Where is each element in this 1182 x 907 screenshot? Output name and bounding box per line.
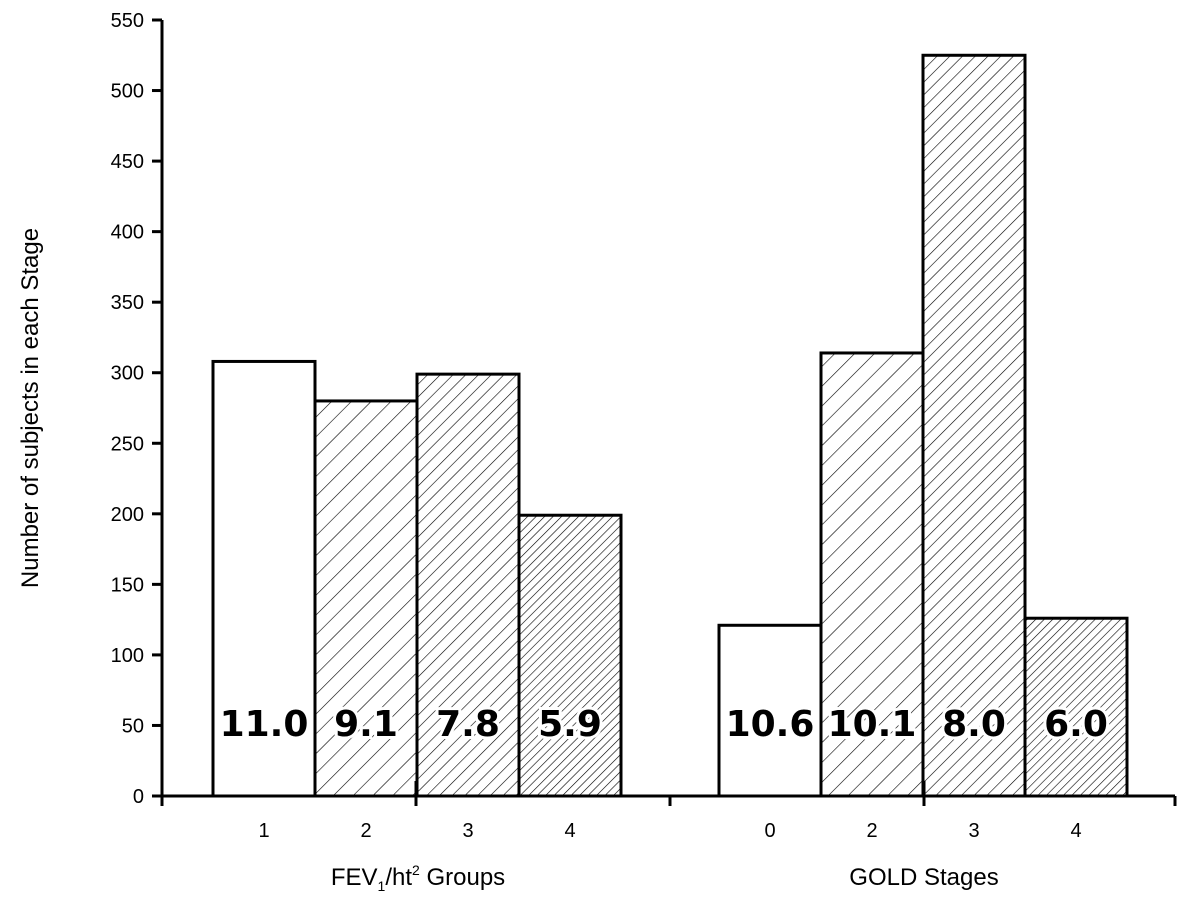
bar-gold-3	[921, 53, 1027, 798]
y-tick-label: 350	[111, 292, 144, 314]
y-tick-label: 400	[111, 222, 144, 244]
bar-value-label: 10.6	[726, 704, 815, 745]
y-tick-label: 200	[111, 504, 144, 526]
bar-gold-4	[1023, 616, 1129, 798]
y-tick-label: 250	[111, 433, 144, 455]
x-tick-label: 4	[1070, 820, 1081, 842]
y-tick-label: 150	[111, 574, 144, 596]
x-tick-label: 4	[564, 820, 575, 842]
y-tick-label: 50	[122, 715, 144, 737]
bar-fev-1	[211, 359, 317, 798]
y-axis-title: Number of subjects in each Stage	[17, 228, 44, 588]
bars-layer	[211, 53, 1129, 798]
bar-value-label: 11.0	[220, 704, 309, 745]
bar-fev-4	[517, 513, 623, 798]
bar-fev-2	[313, 399, 419, 798]
x-tick-label: 3	[968, 820, 979, 842]
y-tick-label: 550	[111, 10, 144, 32]
bar-fev-3	[415, 372, 521, 798]
y-tick-label: 450	[111, 151, 144, 173]
y-tick-label: 300	[111, 363, 144, 385]
bar-value-label: 7.8	[436, 704, 500, 745]
x-tick-label: 1	[258, 820, 269, 842]
x-tick-label: 2	[866, 820, 877, 842]
bar-value-label: 6.0	[1044, 704, 1108, 745]
bar-value-label: 10.1	[828, 704, 917, 745]
bar-value-label: 5.9	[538, 704, 602, 745]
x-tick-label: 2	[360, 820, 371, 842]
y-tick-label: 500	[111, 81, 144, 103]
x-tick-label: 0	[764, 820, 775, 842]
x-tick-label: 3	[462, 820, 473, 842]
bar-value-label: 9.1	[334, 704, 398, 745]
x-group-title-fev: FEV1/ht2 Groups	[331, 862, 505, 894]
y-tick-label: 100	[111, 645, 144, 667]
bar-value-label: 8.0	[942, 704, 1006, 745]
axes-layer: 1 2 3 4 0 2 3 4 0 50 100 150 200 250 300 350 400 450 500 55…	[111, 10, 1177, 842]
y-tick-label: 0	[133, 786, 144, 808]
bar-value-labels: 11.0 9.1 7.8 5.9 10.6 10.1 8.0 6.0	[217, 701, 1111, 748]
x-group-title-gold: GOLD Stages	[849, 864, 998, 891]
